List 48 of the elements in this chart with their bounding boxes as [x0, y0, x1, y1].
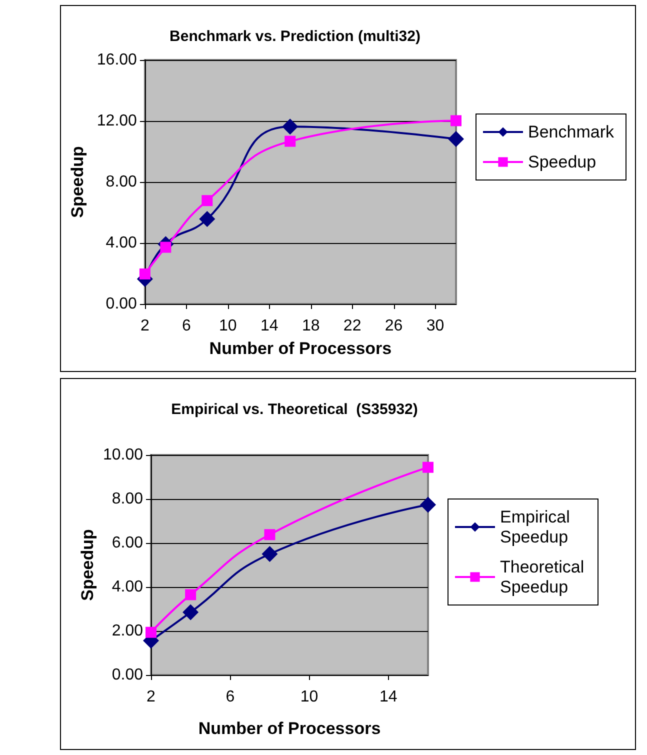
y-tick-label: 6.00 — [112, 534, 144, 552]
legend-label: Speedup — [528, 152, 596, 172]
point — [139, 268, 150, 280]
chart-title: Benchmark vs. Prediction (multi32) — [170, 28, 420, 45]
point — [182, 604, 199, 620]
point — [448, 130, 464, 147]
y-tick-label: 8.00 — [112, 490, 144, 508]
x-tick-label: 2 — [140, 318, 150, 334]
x-tick-label: 14 — [260, 318, 278, 334]
y-axis-title: Speedup — [68, 146, 87, 218]
point — [146, 626, 156, 638]
x-tick-label: 22 — [343, 318, 362, 334]
legend-label: Theoretical Speedup — [500, 558, 589, 596]
y-tick-label: 2.00 — [112, 622, 144, 640]
point — [420, 496, 436, 513]
legend-label: Empirical Speedup — [500, 508, 575, 546]
y-tick-label: 16.00 — [96, 52, 138, 68]
x-tick-label: 2 — [146, 688, 156, 706]
y-tick-label: 8.00 — [106, 174, 138, 190]
point — [284, 136, 296, 147]
chart-title: Empirical vs. Theoretical (S35932) — [171, 401, 418, 418]
x-tick-label: 6 — [182, 318, 191, 334]
y-tick-label: 4.00 — [106, 234, 138, 252]
y-tick-label: 4.00 — [112, 578, 144, 596]
point — [199, 211, 216, 228]
y-tick-label: 0.00 — [106, 296, 138, 312]
y-tick-label: 0.00 — [112, 666, 144, 684]
x-tick-label: 26 — [384, 318, 403, 334]
y-axis-title: Speedup — [78, 529, 97, 601]
point — [282, 118, 298, 135]
x-tick-label: 6 — [226, 688, 235, 706]
x-tick-label: 30 — [426, 318, 444, 334]
y-tick-label: 12.00 — [96, 112, 138, 130]
x-axis-title: Number of Processors — [198, 719, 381, 738]
point — [160, 242, 172, 253]
y-tick-label: 10.00 — [102, 446, 144, 464]
point — [185, 589, 196, 600]
point — [202, 195, 213, 206]
point — [264, 529, 276, 540]
x-tick-label: 14 — [380, 688, 398, 706]
x-tick-label: 18 — [302, 318, 320, 334]
legend-label: Benchmark — [528, 122, 614, 142]
x-tick-label: 10 — [218, 318, 237, 334]
point — [422, 462, 434, 473]
x-axis-title: Number of Processors — [209, 339, 392, 358]
point — [262, 546, 278, 562]
point — [450, 115, 462, 126]
x-tick-label: 10 — [300, 688, 318, 706]
